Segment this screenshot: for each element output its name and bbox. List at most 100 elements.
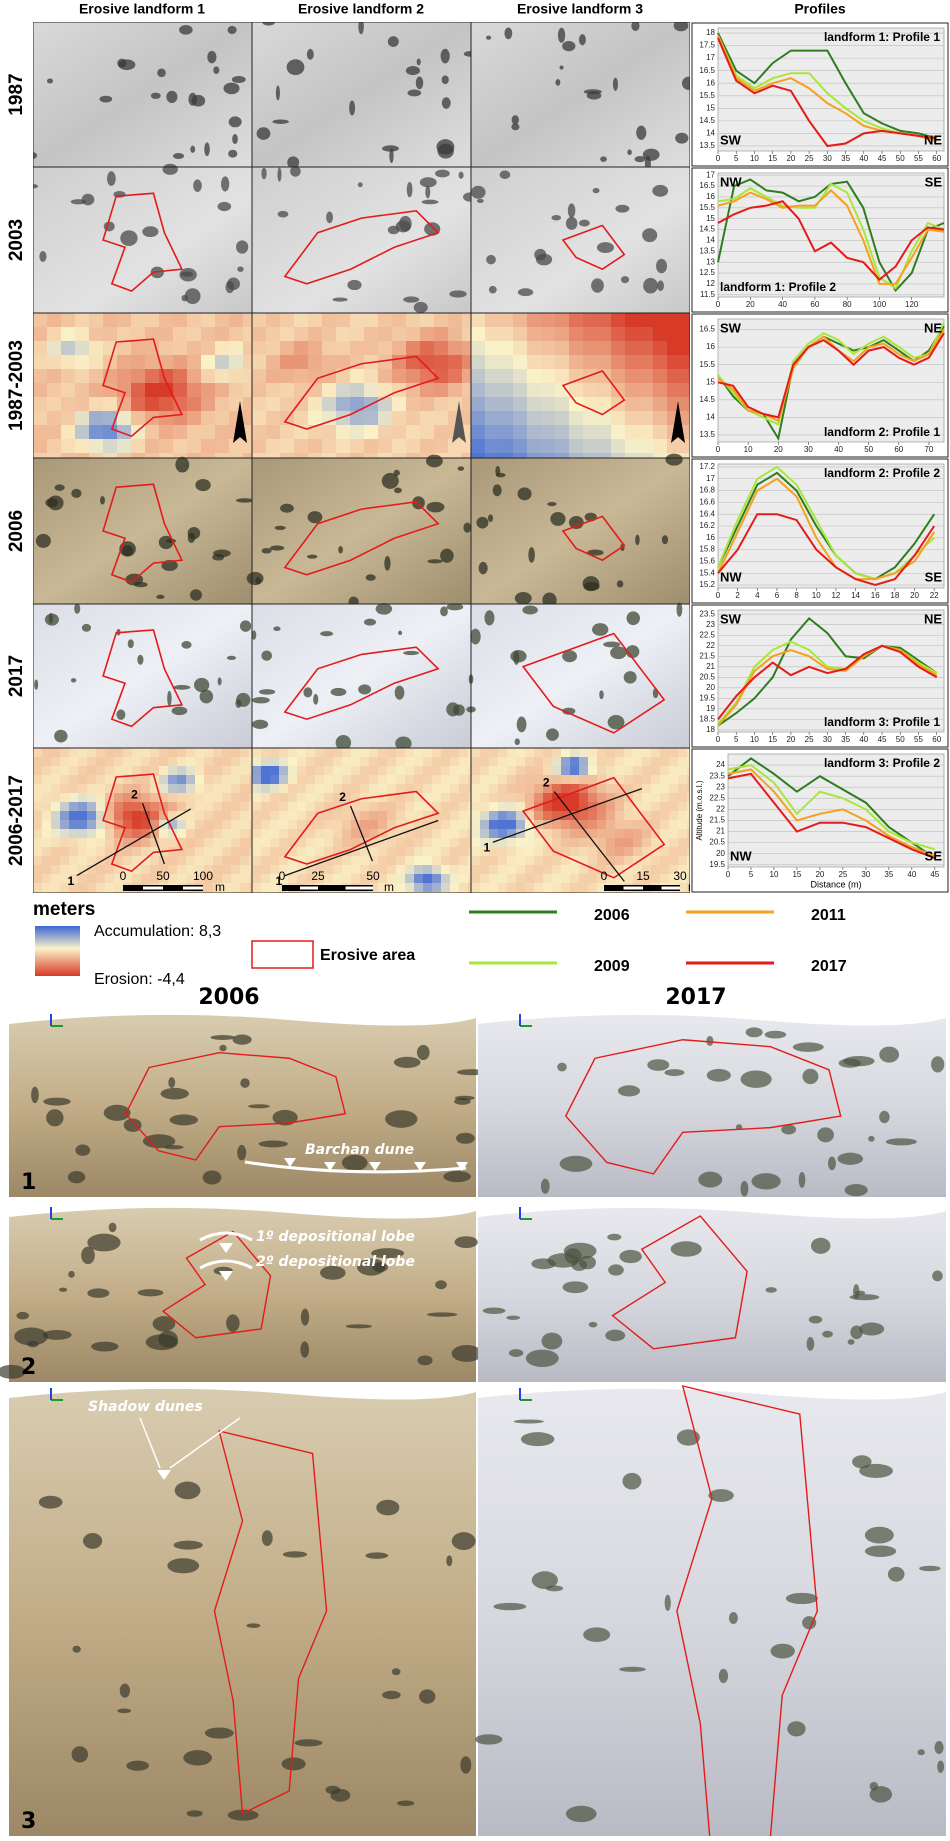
raster-cell [315, 766, 325, 776]
raster-cell [69, 784, 79, 794]
raster-cell [308, 313, 323, 328]
raster-cell [173, 327, 188, 342]
direction-label: NW [720, 569, 742, 584]
raster-cell [240, 757, 250, 767]
raster-cell [489, 775, 499, 785]
raster-cell [61, 313, 76, 328]
raster-cell [450, 811, 460, 821]
raster-cell [213, 856, 223, 866]
raster-cell [33, 425, 48, 440]
raster-cell [288, 811, 298, 821]
shrub [671, 1241, 702, 1256]
raster-cell [131, 397, 146, 412]
raster-cell [459, 883, 469, 893]
raster-cell [294, 369, 309, 384]
raster-cell [516, 820, 526, 830]
shrub [817, 1127, 834, 1142]
raster-cell [186, 820, 196, 830]
vegetation [617, 580, 624, 587]
raster-cell [87, 811, 97, 821]
raster-cell [667, 341, 682, 356]
shrub [647, 1059, 669, 1071]
y-tick-label: 14.5 [699, 225, 715, 234]
vegetation [657, 280, 664, 291]
raster-cell [639, 341, 654, 356]
raster-cell [231, 838, 241, 848]
raster-cell [42, 847, 52, 857]
raster-cell [186, 793, 196, 803]
raster-cell [543, 748, 553, 758]
vegetation [558, 28, 565, 43]
raster-cell [569, 411, 584, 426]
raster-cell [561, 766, 571, 776]
raster-cell [280, 355, 295, 370]
raster-cell [579, 883, 589, 893]
raster-cell [351, 766, 361, 776]
raster-cell [60, 802, 70, 812]
raster-cell [597, 838, 607, 848]
3d-views: 20062017123Barchan dune1º depositional l… [0, 985, 946, 1836]
column-header: Erosive landform 1 [79, 1, 205, 17]
vegetation [546, 728, 559, 741]
raster-cell [387, 838, 397, 848]
raster-cell [669, 856, 679, 866]
raster-cell [642, 757, 652, 767]
y-tick-label: 23.5 [699, 609, 715, 618]
raster-cell [213, 820, 223, 830]
raster-cell [471, 883, 481, 893]
y-tick-label: 14.5 [699, 116, 715, 125]
raster-cell [159, 766, 169, 776]
vegetation [399, 216, 412, 232]
raster-cell [141, 865, 151, 875]
raster-cell [611, 425, 626, 440]
raster-cell [441, 811, 451, 821]
raster-cell [168, 892, 178, 902]
raster-cell [297, 748, 307, 758]
raster-cell [351, 892, 361, 902]
raster-cell [485, 439, 500, 454]
raster-cell [499, 411, 514, 426]
raster-cell [351, 856, 361, 866]
scale-bar [662, 887, 681, 890]
raster-cell [441, 865, 451, 875]
raster-cell [204, 847, 214, 857]
raster-cell [588, 757, 598, 767]
raster-cell [527, 411, 542, 426]
raster-cell [450, 874, 460, 884]
raster-cell [33, 748, 43, 758]
image-tile [33, 167, 252, 313]
raster-cell [552, 757, 562, 767]
raster-cell [195, 757, 205, 767]
raster-cell [266, 411, 281, 426]
raster-cell [195, 766, 205, 776]
vegetation [163, 164, 178, 175]
raster-cell [89, 397, 104, 412]
shrub [83, 1533, 102, 1549]
raster-cell [499, 355, 514, 370]
vegetation [228, 150, 237, 158]
raster-cell [669, 892, 679, 902]
raster-cell [75, 355, 90, 370]
raster-cell [541, 439, 556, 454]
raster-cell [516, 892, 526, 902]
raster-cell [114, 811, 124, 821]
x-tick-label: 80 [843, 300, 852, 309]
raster-cell [195, 775, 205, 785]
x-tick-label: 45 [878, 154, 887, 163]
raster-cell [114, 892, 124, 902]
y-tick-label: 17.2 [699, 462, 715, 471]
raster-cell [252, 383, 267, 398]
raster-cell [489, 793, 499, 803]
raster-cell [405, 775, 415, 785]
raster-cell [266, 383, 281, 398]
vegetation [236, 498, 254, 502]
raster-cell [280, 439, 295, 454]
raster-cell [633, 748, 643, 758]
raster-cell [588, 793, 598, 803]
raster-cell [61, 355, 76, 370]
vegetation [252, 697, 270, 703]
y-tick-label: 15 [706, 214, 715, 223]
y-tick-label: 15.8 [699, 545, 715, 554]
direction-label: SW [720, 132, 742, 147]
raster-cell [579, 874, 589, 884]
